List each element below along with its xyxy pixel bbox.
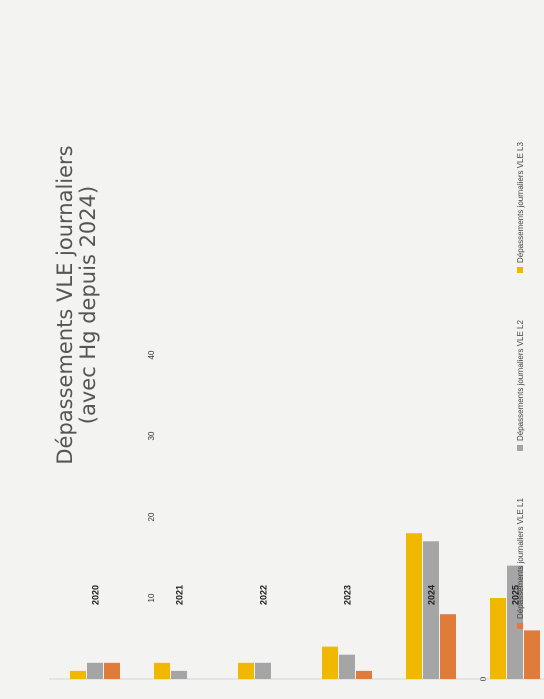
bar — [154, 662, 170, 679]
legend-label: Dépassements journaliers VLE L2 — [516, 319, 525, 441]
bar — [507, 565, 523, 679]
bar — [423, 541, 439, 679]
category-label: 2021 — [175, 585, 185, 605]
legend: Dépassements journaliers VLE L1 Dépasseme… — [516, 141, 525, 629]
bar — [356, 670, 372, 679]
chart-subtitle: (avec Hg depuis 2024) — [76, 186, 100, 424]
tick-label: 20 — [147, 512, 156, 521]
bar — [524, 630, 540, 679]
bars — [70, 533, 540, 679]
bar — [70, 670, 86, 679]
legend-label: Dépassements journaliers VLE L3 — [516, 141, 525, 263]
bar — [406, 533, 422, 679]
category-label: 2025 — [511, 585, 521, 605]
bar — [490, 598, 506, 679]
bar — [322, 646, 338, 679]
bar — [171, 670, 187, 679]
bar — [87, 662, 103, 679]
bar — [440, 614, 456, 679]
category-axis: 2020 2021 2022 2023 2024 2025 — [91, 585, 521, 605]
tick-label: 10 — [147, 593, 156, 602]
bar — [238, 662, 254, 679]
tick-label: 30 — [147, 431, 156, 440]
legend-swatch — [517, 267, 523, 273]
chart-title: Dépassements VLE journaliers — [53, 145, 77, 464]
tick-label: 40 — [147, 350, 156, 359]
bar — [339, 654, 355, 679]
legend-label: Dépassements journaliers VLE L1 — [516, 497, 525, 619]
category-label: 2023 — [343, 585, 353, 605]
legend-swatch — [517, 623, 523, 629]
bar — [255, 662, 271, 679]
category-label: 2024 — [427, 585, 437, 605]
category-label: 2020 — [91, 585, 101, 605]
bar — [104, 662, 120, 679]
legend-swatch — [517, 445, 523, 451]
category-label: 2022 — [259, 585, 269, 605]
